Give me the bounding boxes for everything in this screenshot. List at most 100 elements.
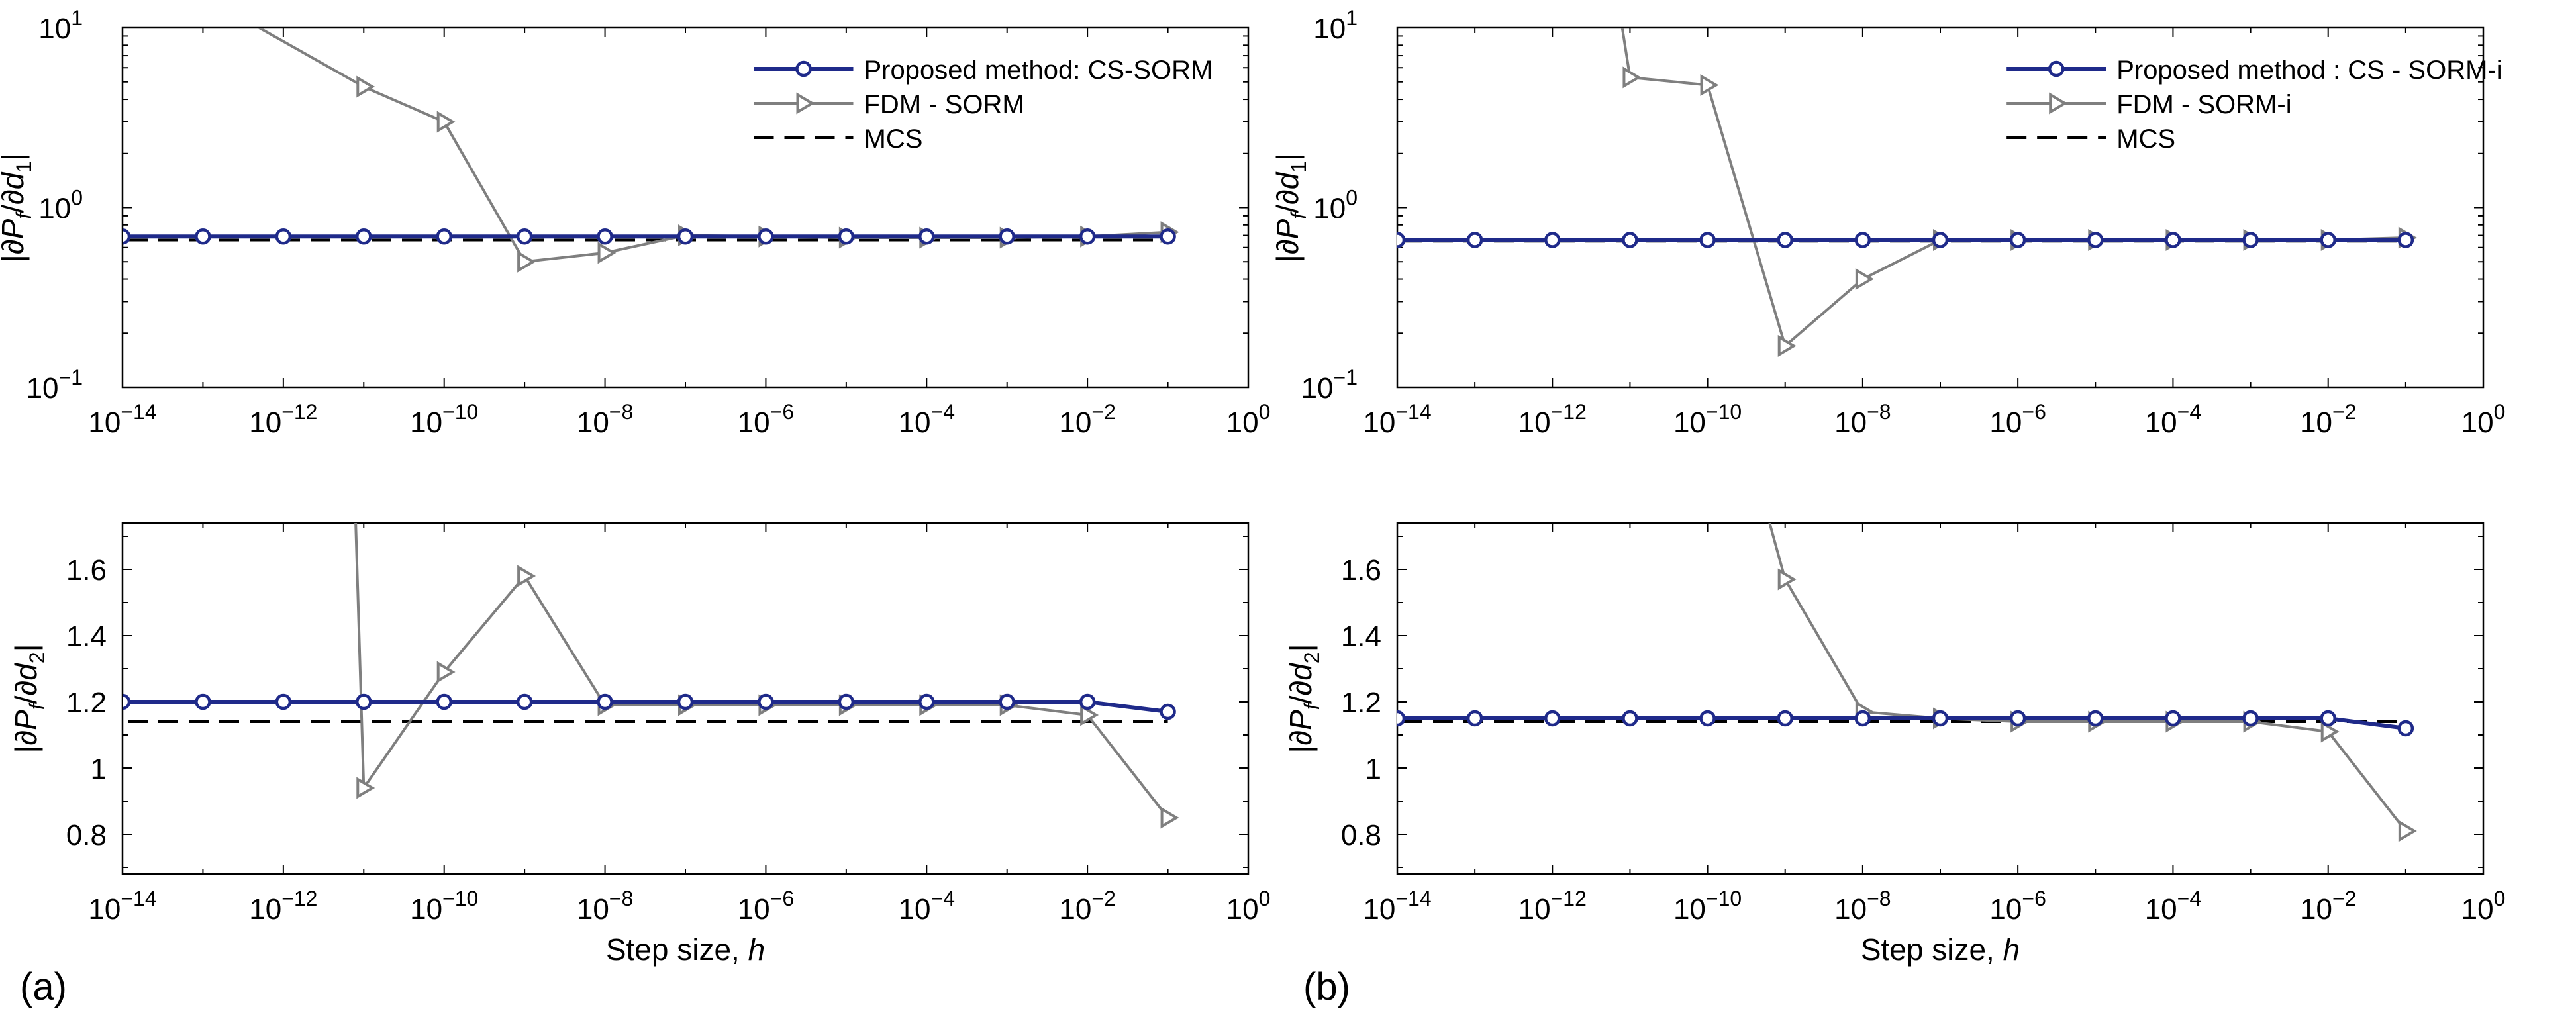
x-tick-label: 10−2 (1059, 887, 1115, 926)
fdm-point (517, 250, 536, 273)
x-tick-label: 10−10 (410, 887, 478, 926)
x-tick-label: 10−8 (577, 400, 633, 439)
x-tick-label: 10−10 (410, 400, 478, 439)
fdm-point (356, 777, 375, 799)
cs-point (2320, 710, 2336, 727)
chart-b1: 10−14 10−12 10−10 10−8 10−6 10−4 10−2 100 10−1 10… (1270, 6, 2505, 439)
legend-label: FDM - SORM-i (2116, 90, 2291, 119)
cs-point (275, 228, 292, 245)
cs-point (356, 228, 372, 245)
cs-point (1932, 232, 1949, 248)
y-tick-label: 10−1 (26, 365, 83, 405)
x-tick-label: 10−4 (2145, 400, 2201, 439)
cs-point (195, 693, 211, 710)
cs-point (123, 693, 131, 710)
legend-label: MCS (864, 124, 923, 154)
x-tick-label: 10−8 (1834, 400, 1891, 439)
plot-area (123, 28, 1179, 273)
x-tick-label: 10−4 (2145, 887, 2201, 926)
cs-point (1932, 710, 1949, 727)
x-tick-label: 10−4 (899, 400, 955, 439)
fdm-point (1080, 704, 1099, 726)
legend: Proposed method: CS-SORM FDM - SORM MCS (754, 56, 1213, 154)
legend-label: FDM - SORM (864, 90, 1024, 119)
cs-point (597, 693, 613, 710)
y-tick-label: 0.8 (66, 819, 107, 851)
y-tick-label: 1 (1365, 753, 1381, 785)
cs-point (1854, 232, 1871, 248)
cs-point (1160, 703, 1176, 720)
fdm-point (597, 242, 617, 264)
y-tick-label: 1.4 (1341, 620, 1381, 653)
cs-point (758, 228, 774, 245)
cs-point (999, 693, 1015, 710)
cs-point (436, 693, 452, 710)
fdm-series-line (354, 523, 1169, 819)
cs-point (2087, 710, 2104, 727)
y-tick-label: 100 (1313, 186, 1358, 225)
cs-point (1854, 710, 1871, 727)
fdm-point (1700, 74, 1719, 97)
x-axis-label: Step size, h (606, 932, 765, 967)
fdm-series-line (1768, 523, 2407, 832)
fdm-point (2320, 720, 2340, 743)
legend-marker-cs (795, 60, 812, 77)
cs-point (2009, 232, 2026, 248)
cs-point (677, 228, 694, 245)
chart-a1: 10−14 10−12 10−10 10−8 10−6 10−4 10−2 100 10−1 10… (0, 6, 1270, 439)
fdm-point (1160, 806, 1179, 829)
x-tick-label: 10−4 (899, 887, 955, 926)
y-tick-label: 1.6 (1341, 554, 1381, 587)
x-tick-label: 10−12 (249, 887, 317, 926)
cs-point (1079, 693, 1096, 710)
cs-point (2397, 720, 2414, 737)
cs-point (838, 693, 855, 710)
cs-point (1699, 710, 1716, 727)
x-tick-label: 10−12 (1518, 400, 1587, 439)
legend-label: MCS (2116, 124, 2175, 154)
x-tick-label: 100 (2461, 400, 2506, 439)
cs-point (516, 228, 533, 245)
x-tick-label: 10−14 (88, 887, 156, 926)
y-axis-label: |∂Pf/∂d2| (9, 644, 49, 753)
x-tick-label: 10−10 (1673, 887, 1742, 926)
cs-point (1544, 232, 1561, 248)
cs-point (1079, 228, 1096, 245)
cs-point (838, 228, 855, 245)
cs-point (918, 693, 935, 710)
cs-point (1466, 710, 1483, 727)
y-tick-label: 1.2 (1341, 687, 1381, 719)
x-tick-label: 10−10 (1673, 400, 1742, 439)
fdm-point (356, 75, 375, 98)
x-tick-label: 10−2 (2300, 887, 2356, 926)
x-tick-label: 10−6 (1989, 400, 2046, 439)
y-axis-label: |∂Pf/∂d2| (1283, 644, 1324, 753)
cs-point (516, 693, 533, 710)
panel-label-b: (b) (1303, 965, 1350, 1008)
cs-point (1699, 232, 1716, 248)
legend-marker-cs (2048, 60, 2065, 77)
x-tick-label: 10−8 (1834, 887, 1891, 926)
axes-frame (1396, 522, 2485, 875)
cs-point (1397, 710, 1406, 727)
plot-area (123, 523, 1179, 829)
cs-point (1466, 232, 1483, 248)
cs-point (1622, 710, 1638, 727)
panel-label-a: (a) (20, 965, 67, 1008)
cs-point (2087, 232, 2104, 248)
cs-point (1777, 232, 1793, 248)
fdm-point (1622, 66, 1642, 89)
legend-label: Proposed method : CS - SORM-i (2116, 56, 2502, 85)
plot-area (1397, 523, 2417, 842)
x-tick-label: 100 (1226, 887, 1271, 926)
fdm-point (2398, 820, 2417, 842)
y-tick-label: 10−1 (1301, 365, 1358, 405)
y-axis-label: |∂Pf/∂d1| (1270, 153, 1311, 262)
cs-point (2242, 232, 2259, 248)
y-axis-label: |∂Pf/∂d1| (0, 153, 36, 262)
legend-marker-fdm (796, 92, 815, 115)
x-tick-label: 10−2 (1059, 400, 1115, 439)
y-tick-label: 100 (38, 186, 83, 225)
x-tick-label: 10−6 (738, 400, 794, 439)
